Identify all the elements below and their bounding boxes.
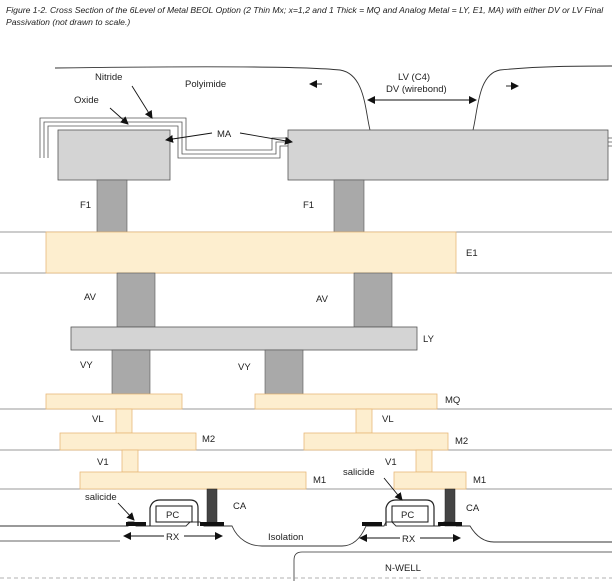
ca-contact-right bbox=[444, 488, 456, 527]
mq-label: MQ bbox=[445, 395, 460, 406]
vy-via-right bbox=[264, 349, 304, 395]
pc-label-right: PC bbox=[401, 510, 414, 521]
salicide-right-strip-b bbox=[438, 522, 462, 526]
e1-metal bbox=[45, 231, 457, 274]
f1-label-right: F1 bbox=[303, 200, 314, 211]
polyimide-outline bbox=[54, 66, 371, 131]
salicide-label-left: salicide bbox=[85, 492, 117, 503]
v1-label-right: V1 bbox=[385, 457, 397, 468]
m1-metal-left bbox=[79, 471, 307, 490]
gate-spacer-left bbox=[149, 499, 199, 526]
pc-gate-right bbox=[391, 505, 429, 523]
m2-label-right: M2 bbox=[455, 436, 468, 447]
salicide-arrow-right bbox=[383, 477, 403, 501]
m1-label-right: M1 bbox=[473, 475, 486, 486]
av-label-right: AV bbox=[316, 294, 329, 305]
oxide-arrow bbox=[109, 107, 129, 125]
vy-label-right: VY bbox=[238, 362, 251, 373]
figure-caption: Figure 1-2. Cross Section of the 6Level … bbox=[6, 5, 604, 27]
oxide-label: Oxide bbox=[74, 95, 99, 106]
mq-metal-left bbox=[45, 393, 183, 410]
f1-via-left bbox=[96, 179, 128, 233]
ma-arrow-left bbox=[165, 132, 213, 143]
f1-via-right bbox=[333, 179, 365, 233]
v1-via-right bbox=[415, 449, 433, 473]
m1-label-left: M1 bbox=[313, 475, 326, 486]
e1-label: E1 bbox=[466, 248, 478, 259]
vy-via-left bbox=[111, 349, 151, 395]
rx-label-left: RX bbox=[166, 532, 180, 543]
v1-label-left: V1 bbox=[97, 457, 109, 468]
nwell-boundary bbox=[293, 551, 612, 581]
lv-label: LV (C4) bbox=[398, 72, 430, 83]
nwell-label: N-WELL bbox=[385, 563, 421, 574]
ca-label-left: CA bbox=[233, 501, 247, 512]
av-label-left: AV bbox=[84, 292, 97, 303]
ca-contact-left bbox=[206, 488, 218, 527]
vy-label-left: VY bbox=[80, 360, 93, 371]
ma-label: MA bbox=[217, 129, 232, 140]
vl-via-right bbox=[355, 408, 373, 434]
substrate-surface bbox=[0, 521, 612, 547]
av-via-right bbox=[353, 272, 393, 328]
av-via-left bbox=[116, 272, 156, 328]
rx-label-right: RX bbox=[402, 534, 416, 545]
salicide-left-strip-a bbox=[126, 522, 146, 526]
salicide-left-strip-b bbox=[200, 522, 224, 526]
vl-via-left bbox=[115, 408, 133, 434]
m2-metal-right bbox=[303, 432, 449, 451]
f1-label-left: F1 bbox=[80, 200, 91, 211]
polyimide-label: Polyimide bbox=[185, 79, 226, 90]
salicide-arrow-left bbox=[117, 502, 135, 521]
m1-metal-right bbox=[393, 471, 467, 490]
pc-label-left: PC bbox=[166, 510, 179, 521]
polyimide-outline-right bbox=[472, 65, 612, 131]
salicide-right-strip-a bbox=[362, 522, 382, 526]
gate-spacer-right bbox=[385, 499, 435, 526]
ca-label-right: CA bbox=[466, 503, 480, 514]
pc-gate-left bbox=[155, 505, 193, 523]
ma-pad-right bbox=[287, 129, 609, 181]
vl-label-right: VL bbox=[382, 414, 394, 425]
ly-metal bbox=[70, 326, 418, 351]
mq-metal-right bbox=[254, 393, 438, 410]
m2-label-left: M2 bbox=[202, 434, 215, 445]
ma-arrow-right bbox=[239, 132, 293, 145]
nitride-label: Nitride bbox=[95, 72, 122, 83]
m2-metal-left bbox=[59, 432, 197, 451]
ma-pad-left bbox=[57, 129, 171, 181]
isolation-label: Isolation bbox=[268, 532, 303, 543]
salicide-label-right: salicide bbox=[343, 467, 375, 478]
vl-label-left: VL bbox=[92, 414, 104, 425]
v1-via-left bbox=[121, 449, 139, 473]
nitride-arrow bbox=[131, 85, 153, 119]
ly-label: LY bbox=[423, 334, 435, 345]
dv-label: DV (wirebond) bbox=[386, 84, 447, 95]
